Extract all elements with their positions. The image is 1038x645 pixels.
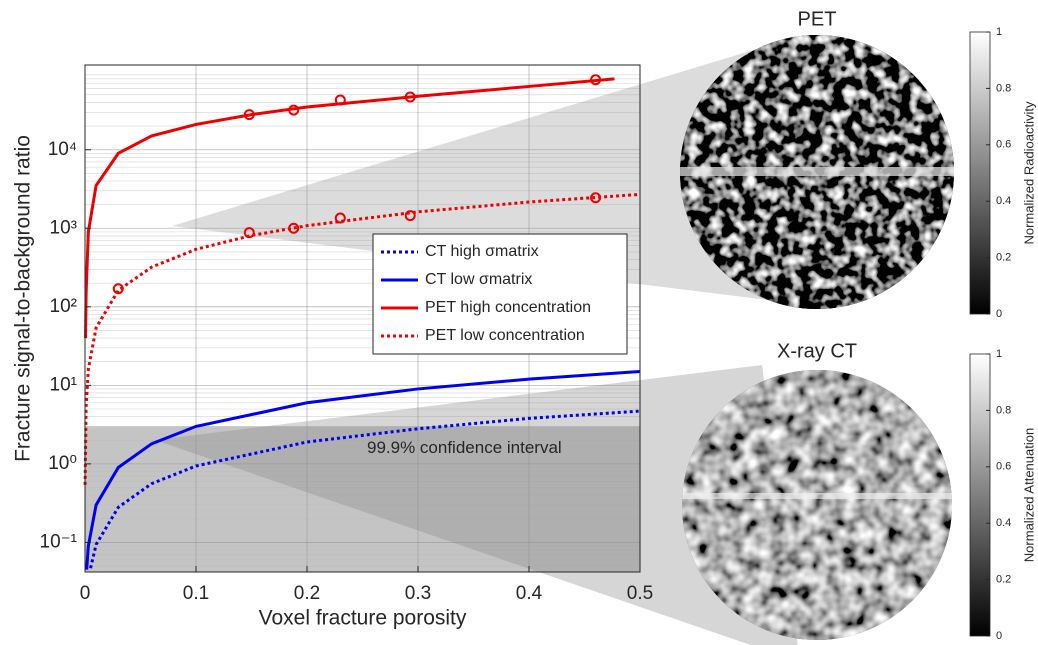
- colorbar-tick-label: 1: [996, 348, 1002, 360]
- x-axis-label: Voxel fracture porosity: [259, 607, 467, 630]
- colorbar-tick-label: 0.8: [996, 404, 1011, 416]
- colorbar-tick-label: 0.8: [996, 82, 1011, 94]
- pet-image: [680, 35, 954, 309]
- colorbar: [970, 32, 990, 314]
- panel-title: X-ray CT: [777, 340, 857, 362]
- x-tick-label: 0.4: [516, 583, 543, 604]
- colorbar-label: Normalized Radioactivity: [1021, 101, 1036, 245]
- band-label: 99.9% confidence interval: [367, 438, 562, 457]
- colorbar-tick-label: 0: [996, 630, 1002, 642]
- colorbar-tick-label: 0.2: [996, 252, 1011, 264]
- colorbar-tick-label: 1: [996, 26, 1002, 38]
- x-tick-label: 0: [80, 583, 91, 604]
- image-panels: PET X-ray CT 0 0.2 0.4 0.6 0.8 1 Normalized Ra…: [680, 8, 1036, 642]
- y-tick-label: 10⁰: [48, 453, 77, 474]
- colorbar-label: Normalized Attenuation: [1021, 428, 1036, 562]
- ct-image: [682, 370, 952, 640]
- colorbar-tick-label: 0.4: [996, 517, 1011, 529]
- y-tick-label: 10⁴: [48, 139, 77, 160]
- legend-label: PET high concentration: [425, 299, 591, 316]
- panel-title: PET: [798, 8, 837, 30]
- legend-label: CT low σmatrix: [425, 271, 532, 288]
- legend-label: PET low concentration: [425, 327, 585, 344]
- plot: 99.9% confidence interval 10⁻¹ 10⁰ 10¹ 10² 10…: [12, 48, 800, 645]
- y-tick-label: 10¹: [50, 374, 77, 395]
- figure: 99.9% confidence interval10⁻¹10⁰10¹10²10…: [0, 0, 1038, 645]
- colorbar-tick-label: 0.6: [996, 461, 1011, 473]
- colorbar: [970, 354, 990, 636]
- x-tick-label: 0.2: [294, 583, 320, 604]
- y-tick-label: 10³: [50, 217, 77, 238]
- x-tick-label: 0.1: [183, 583, 209, 604]
- colorbar-tick-label: 0.2: [996, 574, 1011, 586]
- legend-label: CT high σmatrix: [425, 243, 539, 260]
- colorbar-tick-label: 0.6: [996, 139, 1011, 151]
- x-tick-label: 0.3: [405, 583, 431, 604]
- y-axis-label: Fracture signal-to-background ratio: [12, 135, 35, 462]
- colorbar-tick-label: 0: [996, 308, 1002, 320]
- y-tick-label: 10²: [50, 296, 77, 317]
- colorbar-tick-label: 0.4: [996, 195, 1011, 207]
- x-tick-label: 0.5: [627, 583, 653, 604]
- page: 99.9% confidence interval10⁻¹10⁰10¹10²10…: [0, 0, 1038, 645]
- y-tick-label: 10⁻¹: [40, 531, 78, 552]
